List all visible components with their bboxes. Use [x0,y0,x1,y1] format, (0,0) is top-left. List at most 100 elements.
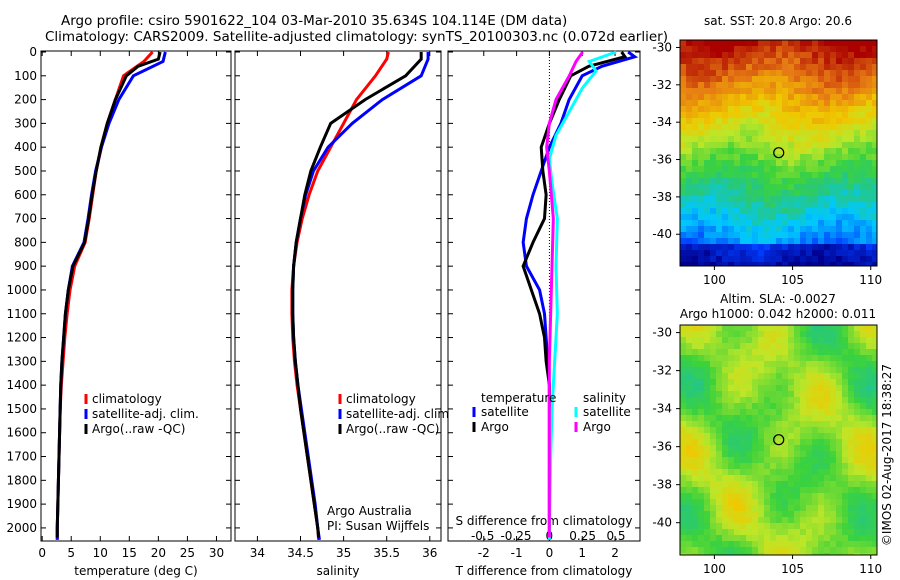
heatmap-cell [746,226,752,232]
heatmap-cell [746,409,752,415]
heatmap-cell [746,76,752,82]
heatmap-cell [836,541,842,547]
heatmap-cell [794,445,800,451]
heatmap-cell [806,250,812,256]
heatmap-cell [872,232,877,238]
heatmap-cell [692,100,698,106]
heatmap-cell [872,535,877,541]
heatmap-cell [830,379,836,385]
heatmap-cell [728,325,734,331]
heatmap-cell [776,343,782,349]
heatmap-cell [770,178,776,184]
heatmap-cell [770,88,776,94]
heatmap-cell [806,535,812,541]
heatmap-cell [758,172,764,178]
heatmap-cell [866,349,872,355]
heatmap-cell [800,130,806,136]
heatmap-cell [872,184,877,190]
heatmap-cell [848,361,854,367]
heatmap-cell [704,475,710,481]
heatmap-cell [710,136,716,142]
heatmap-cell [758,136,764,142]
heatmap-cell [824,142,830,148]
heatmap-cell [872,481,877,487]
heatmap-cell [722,349,728,355]
heatmap-cell [746,190,752,196]
heatmap-cell [872,391,877,397]
heatmap-cell [830,445,836,451]
heatmap-cell [722,172,728,178]
heatmap-cell [728,232,734,238]
heatmap-cell [806,214,812,220]
heatmap-cell [740,70,746,76]
heatmap-cell [806,349,812,355]
heatmap-cell [872,190,877,196]
heatmap-cell [800,232,806,238]
heatmap-cell [818,220,824,226]
heatmap-cell [680,415,686,421]
heatmap-cell [800,172,806,178]
heatmap-cell [692,82,698,88]
heatmap-cell [728,118,734,124]
heatmap-cell [710,142,716,148]
heatmap-cell [740,331,746,337]
heatmap-cell [866,457,872,463]
heatmap-cell [788,529,794,535]
heatmap-cell [794,349,800,355]
heatmap-cell [806,118,812,124]
heatmap-cell [692,58,698,64]
heatmap-cell [812,124,818,130]
heatmap-cell [860,385,866,391]
heatmap-cell [680,100,686,106]
sla-map-title: Altim. SLA: -0.0027 [720,292,836,306]
heatmap-cell [758,46,764,52]
heatmap-cell [758,178,764,184]
heatmap-cell [698,325,704,331]
heatmap-cell [776,481,782,487]
heatmap-cell [800,142,806,148]
heatmap-cell [818,445,824,451]
heatmap-cell [848,106,854,112]
heatmap-cell [704,457,710,463]
heatmap-cell [866,385,872,391]
heatmap-cell [770,475,776,481]
heatmap-cell [788,202,794,208]
heatmap-cell [818,82,824,88]
x-tick-label: 34 [250,546,265,560]
heatmap-cell [686,70,692,76]
heatmap-cell [722,427,728,433]
heatmap-cell [752,184,758,190]
heatmap-cell [692,148,698,154]
heatmap-cell [692,331,698,337]
heatmap-cell [818,214,824,220]
heatmap-cell [818,415,824,421]
heatmap-cell [740,82,746,88]
heatmap-cell [818,481,824,487]
heatmap-cell [818,160,824,166]
heatmap-cell [686,391,692,397]
heatmap-cell [824,379,830,385]
y-tick-label: -32 [652,364,672,378]
heatmap-cell [794,142,800,148]
heatmap-cell [854,100,860,106]
heatmap-cell [842,76,848,82]
heatmap-cell [800,493,806,499]
heatmap-cell [698,136,704,142]
heatmap-cell [686,82,692,88]
heatmap-cell [788,325,794,331]
heatmap-cell [782,553,788,555]
heatmap-cell [734,535,740,541]
heatmap-cell [770,355,776,361]
heatmap-cell [722,367,728,373]
heatmap-cell [800,451,806,457]
heatmap-cell [848,349,854,355]
heatmap-cell [854,250,860,256]
heatmap-cell [764,517,770,523]
heatmap-cell [860,439,866,445]
heatmap-cell [722,196,728,202]
heatmap-cell [740,88,746,94]
heatmap-cell [740,463,746,469]
heatmap-cell [746,391,752,397]
heatmap-cell [692,385,698,391]
heatmap-cell [854,433,860,439]
